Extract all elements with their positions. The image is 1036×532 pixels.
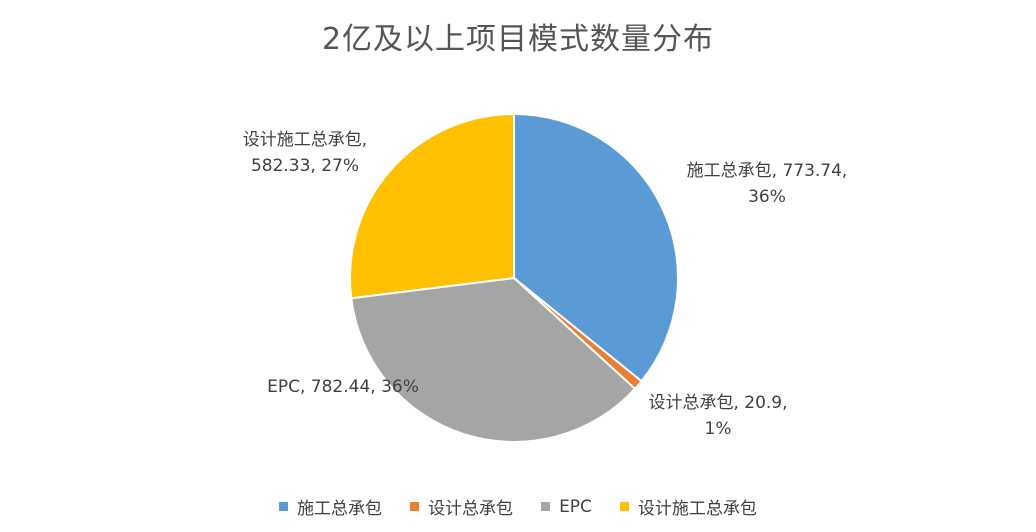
pie-slice bbox=[350, 276, 637, 443]
legend-swatch bbox=[410, 502, 420, 511]
pie-slice bbox=[513, 112, 679, 383]
legend-item: 施工总承包 bbox=[279, 494, 382, 519]
data-label-line: 36% bbox=[748, 187, 786, 207]
legend-item: 设计总承包 bbox=[410, 494, 513, 519]
legend-label: EPC bbox=[559, 496, 592, 517]
data-label: 设计总承包, 20.9, 1% bbox=[648, 393, 787, 439]
data-label: EPC, 782.44, 36% bbox=[267, 377, 419, 397]
legend-item: EPC bbox=[541, 497, 592, 517]
chart-title: 2亿及以上项目模式数量分布 bbox=[321, 22, 715, 57]
legend-label: 施工总承包 bbox=[297, 499, 383, 519]
legend-label: 设计施工总承包 bbox=[637, 499, 757, 519]
data-label-line: 施工总承包, 773.74, bbox=[687, 161, 848, 181]
data-label: 施工总承包, 773.74, 36% bbox=[687, 161, 848, 207]
chart-legend: 施工总承包 设计总承包 EPC 设计施工总承包 bbox=[0, 494, 1036, 519]
legend-item: 设计施工总承包 bbox=[619, 494, 757, 519]
data-label-line: EPC, 782.44, 36% bbox=[267, 377, 419, 397]
legend-swatch bbox=[541, 502, 551, 511]
data-label-line: 1% bbox=[705, 419, 732, 439]
data-label-line: 582.33, 27% bbox=[251, 156, 359, 176]
data-label-line: 设计施工总承包, bbox=[243, 130, 367, 150]
legend-swatch bbox=[279, 502, 289, 511]
data-label-line: 设计总承包, 20.9, bbox=[648, 393, 787, 413]
data-label: 设计施工总承包, 582.33, 27% bbox=[243, 130, 367, 176]
legend-label: 设计总承包 bbox=[428, 499, 514, 519]
legend-swatch bbox=[619, 502, 629, 511]
pie-slice bbox=[348, 112, 515, 300]
